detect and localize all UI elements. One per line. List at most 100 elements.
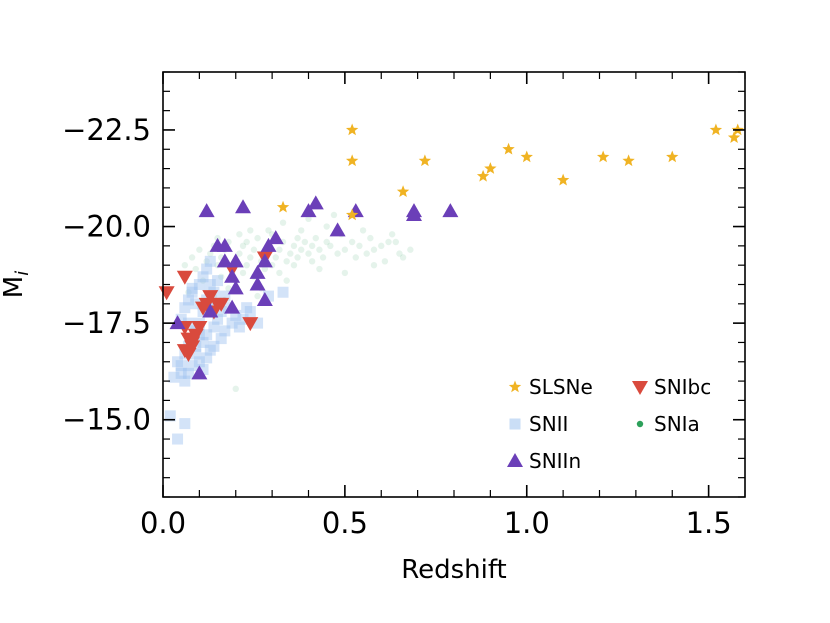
snia-point xyxy=(218,273,225,280)
snii-point xyxy=(186,360,198,372)
legend-item-slsne: SLSNe xyxy=(508,375,593,399)
sniin-point xyxy=(235,199,252,214)
snia-point xyxy=(396,250,403,257)
legend-marker-snii xyxy=(509,418,521,430)
snii-point xyxy=(204,279,216,290)
slsne-point xyxy=(502,142,515,155)
legend-marker-snia xyxy=(636,420,644,428)
y-tick-label: −15.0 xyxy=(62,403,151,437)
sniin-point xyxy=(191,365,208,380)
sniin-point xyxy=(216,237,233,252)
snii-point xyxy=(230,309,242,321)
snia-point xyxy=(261,265,269,273)
snii-point xyxy=(186,282,198,294)
snii-point xyxy=(172,356,184,368)
legend-item-snia: SNIa xyxy=(636,412,700,436)
snii-point xyxy=(179,375,191,387)
snii-point xyxy=(168,371,180,383)
snii-point xyxy=(233,321,245,333)
snii-point xyxy=(237,313,249,325)
sniin-point xyxy=(224,299,241,314)
snia-point xyxy=(323,238,330,246)
series-slsne xyxy=(276,123,744,221)
snii-point xyxy=(197,271,209,283)
snibc-point xyxy=(202,290,219,305)
data-layer xyxy=(158,123,744,445)
snii-point xyxy=(204,344,216,356)
snia-point xyxy=(399,254,407,261)
sniin-point xyxy=(267,230,284,245)
snii-point xyxy=(219,290,231,302)
snia-point xyxy=(341,269,349,277)
snia-point xyxy=(323,223,330,230)
snii-point xyxy=(182,367,194,379)
x-tick-label: 0.5 xyxy=(322,506,368,540)
snii-point xyxy=(175,367,187,379)
sniin-point xyxy=(169,315,186,330)
snia-point xyxy=(243,261,250,269)
snia-point xyxy=(407,246,414,253)
snia-point xyxy=(247,254,254,261)
snii-point xyxy=(277,286,289,298)
snia-point xyxy=(298,227,305,234)
snia-point xyxy=(272,254,279,261)
sniin-point xyxy=(198,203,215,218)
snia-point xyxy=(308,258,316,265)
sniin-point xyxy=(256,291,273,306)
legend-item-sniin: SNIIn xyxy=(507,449,581,473)
snia-point xyxy=(254,292,261,300)
snia-point xyxy=(348,238,356,246)
snii-point xyxy=(164,410,176,422)
slsne-point xyxy=(709,123,723,136)
snibc-point xyxy=(184,336,201,351)
snia-point xyxy=(294,254,301,261)
snia-point xyxy=(247,227,254,234)
legend-item-snii: SNII xyxy=(509,412,568,436)
snii-point xyxy=(208,321,220,333)
snii-point xyxy=(179,302,191,314)
slsne-point xyxy=(345,123,359,136)
slsne-point xyxy=(596,150,610,163)
sniin-point xyxy=(202,303,219,318)
y-axis-label-subscript: i xyxy=(12,271,33,276)
sniin-point xyxy=(227,253,244,268)
snii-point xyxy=(241,302,253,314)
snia-point xyxy=(283,277,290,284)
snia-point xyxy=(370,246,378,253)
snia-point xyxy=(330,211,338,219)
snii-point xyxy=(201,329,213,341)
snia-point xyxy=(279,219,287,226)
snia-point xyxy=(327,242,334,250)
snia-point xyxy=(385,238,392,246)
tick-labels: 0.0 0.5 1.0 1.5 −22.5 −20.0 −17.5 −15.0 xyxy=(62,113,732,540)
sniin-point xyxy=(224,268,241,283)
slsne-point xyxy=(622,154,635,167)
snia-point xyxy=(301,238,309,246)
legend-marker-slsne xyxy=(508,380,522,393)
legend-label-snia: SNIa xyxy=(654,412,700,436)
snii-point xyxy=(252,317,264,329)
snia-point xyxy=(341,246,349,253)
slsne-point xyxy=(476,169,490,182)
snia-point xyxy=(254,234,261,242)
snia-point xyxy=(287,250,294,257)
snia-point xyxy=(319,254,327,261)
snii-point xyxy=(226,317,238,329)
y-axis-label: Mi xyxy=(0,271,33,298)
slsne-point xyxy=(727,131,741,143)
snia-point xyxy=(305,250,312,257)
snia-point xyxy=(298,246,305,253)
slsne-point xyxy=(345,208,359,221)
snia-point xyxy=(239,269,247,277)
snia-point xyxy=(207,250,214,257)
x-tick-label: 1.0 xyxy=(504,506,550,540)
snia-point xyxy=(181,261,189,269)
snia-point xyxy=(305,215,312,223)
slsne-point xyxy=(520,150,533,163)
snia-point xyxy=(367,234,374,242)
snii-point xyxy=(201,263,213,275)
slsne-point xyxy=(345,154,359,167)
snii-point xyxy=(175,313,187,325)
x-tick-label: 1.5 xyxy=(686,506,732,540)
